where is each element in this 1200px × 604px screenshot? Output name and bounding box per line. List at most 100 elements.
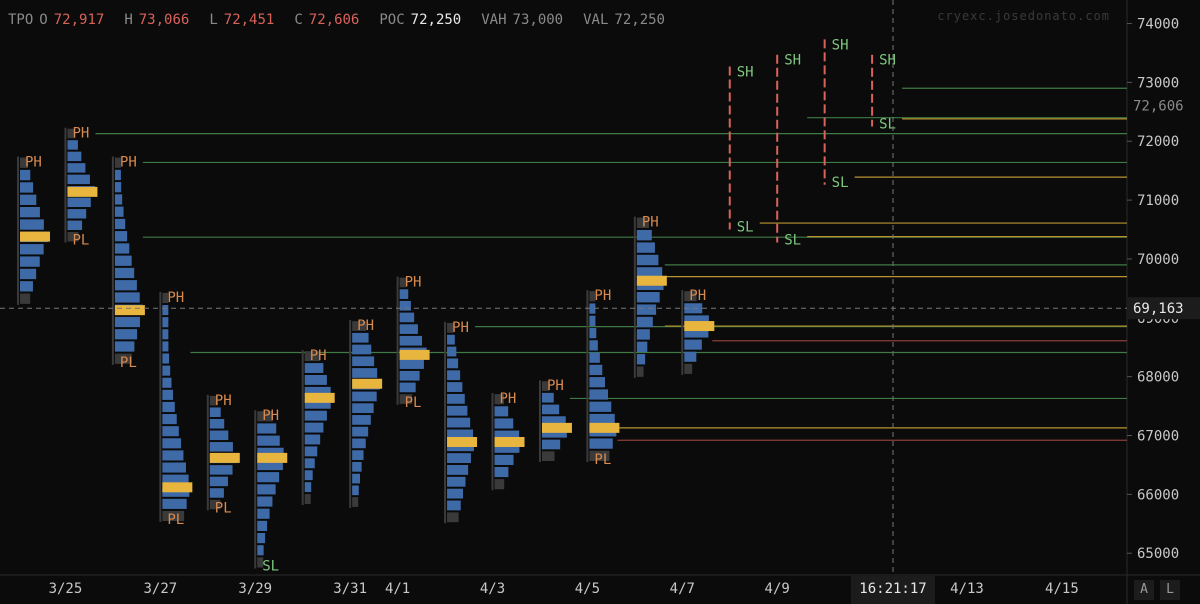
- high-label: PH: [452, 320, 469, 336]
- tpo-block: [162, 438, 182, 449]
- tpo-block: [352, 461, 362, 472]
- tpo-block: [114, 353, 132, 364]
- tpo-block: [636, 242, 655, 253]
- tpo-block: [304, 374, 327, 385]
- tpo-block: [589, 364, 603, 376]
- poc-bar: [257, 452, 288, 463]
- high-label: PH: [310, 348, 327, 364]
- log-scale-button[interactable]: L: [1160, 580, 1180, 600]
- poc-bar: [20, 231, 50, 242]
- tpo-block: [209, 488, 224, 498]
- tpo-block: [447, 322, 454, 333]
- tpo-block: [589, 413, 615, 425]
- tpo-block: [162, 329, 169, 340]
- header-label: POC: [379, 12, 405, 28]
- tpo-block: [494, 394, 505, 405]
- tpo-block: [636, 341, 648, 353]
- poc-bar: [304, 392, 335, 403]
- tpo-block: [399, 335, 423, 346]
- high-label: SH: [737, 65, 754, 81]
- tpo-block: [257, 496, 273, 507]
- tpo-block: [20, 244, 44, 255]
- tpo-block: [447, 417, 471, 428]
- tpo-block: [304, 458, 315, 469]
- x-tick-label: 4/15: [1045, 581, 1079, 597]
- low-label: PL: [72, 232, 89, 248]
- x-tick-label: 3/31: [333, 581, 367, 597]
- tpo-block: [257, 520, 268, 531]
- tpo-block: [352, 450, 364, 460]
- tpo-block: [67, 163, 86, 173]
- low-label: SL: [832, 175, 849, 191]
- header-value: 72,250: [410, 12, 462, 28]
- y-tick-label: 74000: [1137, 17, 1179, 33]
- tpo-block: [541, 439, 561, 450]
- tpo-block: [399, 359, 424, 369]
- high-label: PH: [215, 393, 232, 409]
- tpo-block: [304, 482, 312, 493]
- poc-bar: [114, 305, 145, 316]
- header-label: O: [39, 12, 48, 28]
- watermark: cryexc.josedonato.com: [937, 9, 1110, 23]
- tpo-block: [589, 352, 600, 363]
- y-tick-label: 73000: [1137, 75, 1179, 91]
- low-label: PL: [405, 395, 422, 411]
- tpo-block: [494, 406, 509, 417]
- tpo-block: [67, 232, 79, 242]
- tpo-block: [162, 462, 186, 473]
- tpo-block: [541, 392, 554, 403]
- y-tick-label: 66000: [1137, 487, 1179, 503]
- tpo-block: [114, 316, 140, 328]
- tpo-block: [209, 476, 228, 487]
- tpo-block: [304, 351, 321, 362]
- tpo-block: [162, 401, 175, 413]
- poc-bar: [684, 321, 715, 332]
- crosshair-price-label: 69,163: [1133, 301, 1184, 317]
- tpo-block: [589, 340, 598, 351]
- low-label: SL: [879, 117, 896, 133]
- tpo-block: [447, 405, 468, 416]
- tpo-block: [589, 291, 596, 302]
- tpo-block: [636, 304, 657, 315]
- tpo-block: [114, 206, 124, 217]
- tpo-block: [589, 377, 605, 388]
- tpo-block: [114, 243, 130, 254]
- tpo-block: [494, 479, 505, 490]
- tpo-block: [257, 435, 280, 446]
- tpo-block: [162, 292, 169, 304]
- tpo-block: [399, 324, 418, 334]
- x-tick-label: 4/13: [950, 581, 984, 597]
- high-label: PH: [642, 215, 659, 231]
- tpo-block: [352, 497, 359, 507]
- tpo-block: [114, 157, 121, 168]
- low-label: PL: [594, 452, 611, 468]
- tpo-block: [114, 280, 137, 291]
- tpo-block: [684, 327, 709, 338]
- crosshair-price-box: [1127, 297, 1200, 320]
- y-tick-label: 68000: [1137, 370, 1179, 386]
- tpo-block: [257, 484, 276, 495]
- tpo-block: [114, 231, 128, 242]
- y-tick-label: 67000: [1137, 429, 1179, 445]
- tpo-block: [636, 329, 650, 340]
- poc-bar: [494, 436, 525, 447]
- header-label: VAH: [481, 12, 507, 28]
- tpo-block: [67, 209, 87, 219]
- tpo-block: [304, 446, 318, 457]
- tpo-block: [636, 229, 652, 241]
- low-label: SL: [784, 232, 801, 248]
- tpo-block: [541, 404, 560, 415]
- y-tick-label: 65000: [1137, 546, 1179, 562]
- tpo-block: [114, 194, 123, 205]
- ohlc-header: TPO O 72,917 H 73,066 L 72,451 C 72,606 POC 72,250…: [8, 12, 691, 28]
- tpo-block: [304, 398, 331, 409]
- tpo-block: [447, 429, 474, 440]
- tpo-block: [399, 289, 409, 299]
- high-label: PH: [25, 155, 42, 171]
- auto-scale-button[interactable]: A: [1134, 580, 1154, 600]
- tpo-block: [209, 499, 221, 510]
- high-label: PH: [357, 318, 374, 334]
- tpo-block: [352, 403, 374, 414]
- tpo-block: [589, 327, 597, 339]
